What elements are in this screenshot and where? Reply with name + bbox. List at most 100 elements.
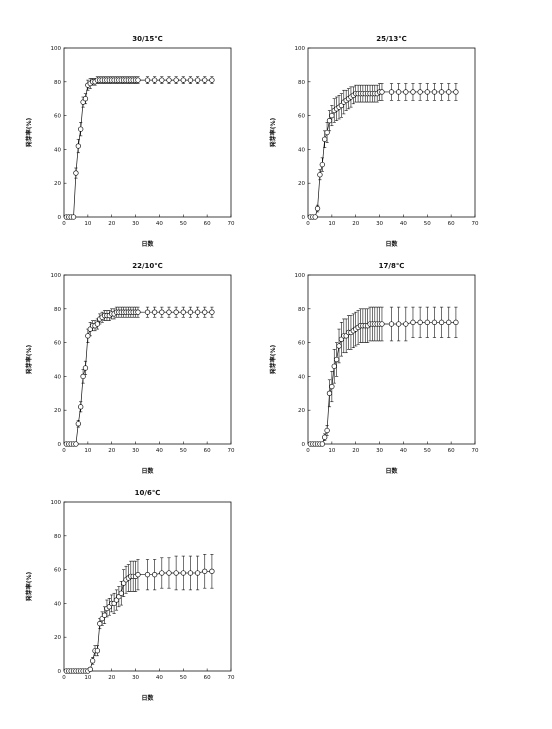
data-point xyxy=(329,383,335,390)
data-point xyxy=(209,77,215,83)
x-axis-label: 日数 xyxy=(141,694,154,702)
data-point xyxy=(431,319,438,325)
y-tick-label: 100 xyxy=(51,273,62,279)
y-tick-label: 0 xyxy=(58,442,62,448)
x-axis-label: 日数 xyxy=(141,240,154,248)
panel-title: 17/8℃ xyxy=(379,262,405,270)
x-tick-label: 70 xyxy=(472,448,479,454)
x-tick-label: 60 xyxy=(448,221,455,227)
x-tick-label: 30 xyxy=(376,221,383,227)
data-point xyxy=(82,96,89,102)
plot-frame xyxy=(63,274,232,445)
data-marks xyxy=(63,306,215,447)
data-point xyxy=(194,77,201,83)
data-marks xyxy=(63,554,215,674)
x-tick-label: 20 xyxy=(108,448,115,454)
x-tick-label: 70 xyxy=(228,448,235,454)
y-tick-label: 20 xyxy=(54,181,61,187)
data-point xyxy=(417,319,423,325)
axis-ticks: 0 10 20 30 40 50 60 70 0 20 40 60 80 100 xyxy=(51,273,235,454)
data-point xyxy=(388,89,395,95)
x-tick-label: 60 xyxy=(204,448,211,454)
plot-frame xyxy=(63,47,232,218)
data-point xyxy=(446,319,452,325)
y-tick-label: 0 xyxy=(58,215,62,221)
data-point xyxy=(78,404,84,410)
data-point xyxy=(326,390,333,396)
data-point xyxy=(166,77,172,83)
data-point xyxy=(75,143,81,149)
y-axis-label: 発芽率(%) xyxy=(25,571,33,601)
data-point xyxy=(97,621,103,627)
data-point xyxy=(135,309,141,315)
y-tick-label: 100 xyxy=(51,500,62,506)
y-tick-label: 60 xyxy=(54,341,61,347)
x-tick-label: 20 xyxy=(352,221,359,227)
data-point xyxy=(312,214,318,220)
data-point xyxy=(89,658,96,664)
y-tick-label: 20 xyxy=(54,408,61,414)
data-marks xyxy=(307,306,459,447)
axis-ticks: 0 10 20 30 40 50 60 70 0 20 40 60 80 100 xyxy=(51,500,235,681)
x-axis-label: 日数 xyxy=(141,467,154,475)
y-axis-label: 発芽率(%) xyxy=(25,344,33,374)
data-point xyxy=(329,112,335,119)
y-axis-label: 発芽率(%) xyxy=(25,117,33,147)
plot-frame xyxy=(307,274,476,445)
y-tick-label: 0 xyxy=(58,669,62,675)
data-point xyxy=(336,343,342,349)
data-point xyxy=(135,77,141,83)
data-point xyxy=(173,77,179,83)
x-tick-label: 20 xyxy=(352,448,359,454)
data-point xyxy=(417,89,423,95)
x-axis-label: 日数 xyxy=(385,240,398,248)
data-point xyxy=(85,333,91,339)
data-point xyxy=(166,570,172,576)
x-tick-label: 30 xyxy=(132,221,139,227)
data-point xyxy=(94,321,101,327)
data-marks xyxy=(307,83,459,220)
data-point xyxy=(75,421,81,427)
y-tick-label: 100 xyxy=(51,46,62,52)
data-point xyxy=(144,309,151,315)
panel-1: 25/13℃ 日数 発芽率(%) 0 10 20 30 40 50 60 70 0 20 40 60 8… xyxy=(269,35,479,248)
x-tick-label: 10 xyxy=(328,221,335,227)
x-tick-label: 30 xyxy=(132,448,139,454)
data-point xyxy=(159,77,165,83)
data-point xyxy=(187,77,194,83)
axis-ticks: 0 10 20 30 40 50 60 70 0 20 40 60 80 100 xyxy=(295,273,479,454)
data-point xyxy=(73,170,79,176)
data-point xyxy=(118,590,124,596)
y-tick-label: 40 xyxy=(54,374,61,380)
x-tick-label: 0 xyxy=(306,448,310,454)
data-point xyxy=(379,89,385,95)
x-tick-label: 70 xyxy=(228,675,235,681)
data-point xyxy=(187,309,194,315)
x-tick-label: 50 xyxy=(424,448,431,454)
data-point xyxy=(319,441,325,447)
data-point xyxy=(94,648,101,654)
axis-ticks: 0 10 20 30 40 50 60 70 0 20 40 60 80 100 xyxy=(51,46,235,227)
x-tick-label: 30 xyxy=(132,675,139,681)
x-tick-label: 50 xyxy=(424,221,431,227)
data-point xyxy=(173,570,179,576)
data-point xyxy=(403,321,409,327)
plot-frame xyxy=(307,47,476,218)
x-tick-label: 20 xyxy=(108,221,115,227)
data-point xyxy=(331,363,337,369)
data-point xyxy=(159,309,165,315)
y-tick-label: 40 xyxy=(54,147,61,153)
data-point xyxy=(78,126,84,132)
panel-0: 30/15℃ 日数 発芽率(%) 0 10 20 30 40 50 60 70 0 20 40 60 8… xyxy=(25,35,235,248)
x-tick-label: 0 xyxy=(62,448,66,454)
y-tick-label: 40 xyxy=(54,601,61,607)
y-tick-label: 60 xyxy=(54,568,61,574)
data-point xyxy=(144,572,151,578)
data-point xyxy=(396,321,402,327)
x-tick-label: 0 xyxy=(62,221,66,227)
y-tick-label: 20 xyxy=(298,181,305,187)
y-tick-label: 20 xyxy=(298,408,305,414)
x-tick-label: 10 xyxy=(84,448,91,454)
data-point xyxy=(80,373,86,380)
